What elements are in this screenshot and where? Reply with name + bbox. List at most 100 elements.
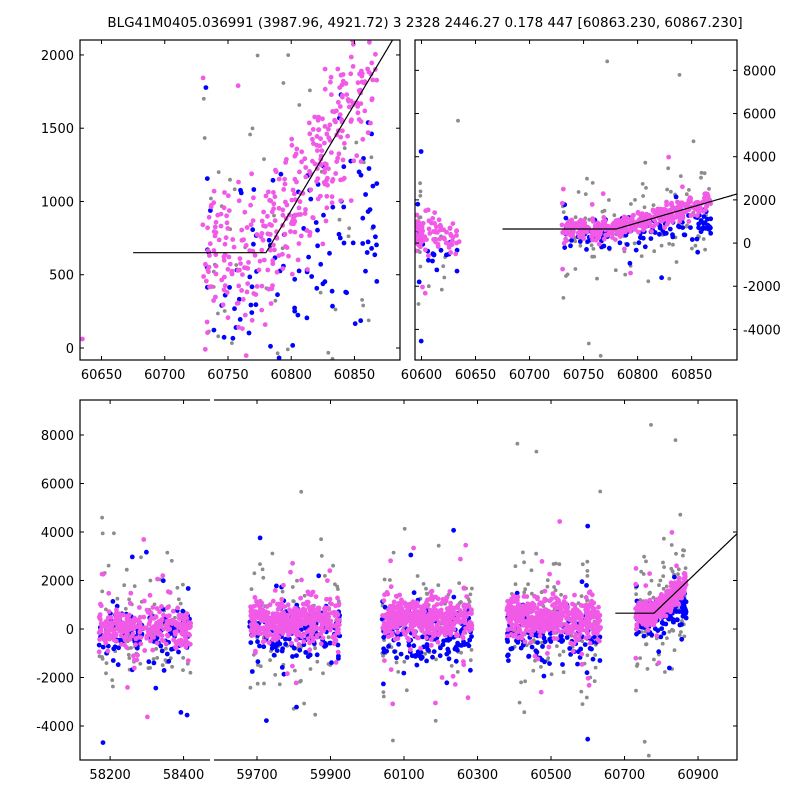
data-point-pink xyxy=(391,599,397,605)
data-point-pink xyxy=(613,218,619,224)
data-point-pink xyxy=(329,200,335,206)
data-point-pink xyxy=(547,598,553,604)
data-point-gray xyxy=(97,654,102,659)
data-point-pink xyxy=(328,74,334,80)
data-point-pink xyxy=(118,641,124,647)
data-point-pink xyxy=(555,627,561,633)
data-point-gray xyxy=(531,668,536,673)
data-point-gray xyxy=(165,550,170,555)
data-point-pink xyxy=(271,242,276,248)
data-point-blue xyxy=(371,224,376,230)
data-point-gray xyxy=(585,569,590,573)
data-point-pink xyxy=(650,605,656,611)
data-point-pink xyxy=(185,658,191,664)
data-point-pink xyxy=(461,629,467,635)
data-point-gray xyxy=(319,554,324,558)
data-point-pink xyxy=(659,598,665,604)
data-point-gray xyxy=(573,239,578,244)
data-point-gray xyxy=(561,296,566,300)
data-point-pink xyxy=(349,117,354,123)
data-point-gray xyxy=(123,606,128,611)
data-point-pink xyxy=(454,611,459,617)
data-point-gray xyxy=(132,584,137,588)
data-point-gray xyxy=(641,194,645,198)
x-tick-label: 60100 xyxy=(383,768,424,783)
data-point-pink xyxy=(134,657,140,663)
data-point-blue xyxy=(271,652,277,658)
data-point-pink xyxy=(340,94,345,100)
data-point-gray xyxy=(664,584,669,589)
data-point-pink xyxy=(405,635,410,641)
data-point-pink xyxy=(519,635,525,641)
data-point-pink xyxy=(257,600,263,606)
data-point-blue xyxy=(261,644,267,650)
data-point-pink xyxy=(251,630,257,636)
data-point-blue xyxy=(563,215,569,221)
data-point-pink xyxy=(448,233,454,239)
data-point-gray xyxy=(469,648,474,652)
data-point-pink xyxy=(672,595,677,601)
data-point-pink xyxy=(216,237,222,243)
data-point-pink xyxy=(589,202,595,207)
data-point-blue xyxy=(306,254,311,260)
data-point-blue xyxy=(250,227,256,233)
data-point-pink xyxy=(422,630,428,636)
data-point-gray xyxy=(176,597,181,602)
data-point-pink xyxy=(265,213,270,219)
data-point-pink xyxy=(367,40,372,45)
data-point-pink xyxy=(291,618,296,623)
data-point-gray xyxy=(642,554,646,559)
data-point-gray xyxy=(665,187,669,192)
data-point-pink xyxy=(283,160,288,165)
data-point-pink xyxy=(308,611,314,616)
data-point-pink xyxy=(601,236,607,242)
data-point-pink xyxy=(426,226,432,232)
data-point-pink xyxy=(623,229,628,235)
data-point-pink xyxy=(509,610,514,616)
data-point-blue xyxy=(335,642,341,648)
data-point-gray xyxy=(676,572,680,576)
data-point-pink xyxy=(348,71,354,77)
data-point-pink xyxy=(284,245,290,251)
data-point-pink xyxy=(606,231,611,237)
data-point-pink xyxy=(102,638,108,644)
data-point-pink xyxy=(135,652,141,658)
data-point-blue xyxy=(274,648,280,653)
data-point-blue xyxy=(297,647,303,653)
data-point-pink xyxy=(462,610,468,616)
data-point-pink xyxy=(401,612,407,618)
data-point-pink xyxy=(256,267,262,273)
data-point-blue xyxy=(278,171,284,177)
data-point-pink xyxy=(565,612,570,618)
data-point-pink xyxy=(533,625,538,631)
data-point-pink xyxy=(348,54,354,60)
data-point-gray xyxy=(295,578,299,583)
data-point-gray xyxy=(418,193,423,198)
data-point-pink xyxy=(133,636,139,642)
data-point-blue xyxy=(418,338,424,344)
data-point-pink xyxy=(529,625,535,630)
data-point-gray xyxy=(299,678,303,683)
y-tick-label: -4000 xyxy=(36,720,74,735)
data-point-pink xyxy=(285,671,290,677)
data-point-pink xyxy=(178,642,184,648)
data-point-blue xyxy=(540,644,545,649)
data-point-pink xyxy=(80,336,85,342)
data-point-blue xyxy=(230,335,236,341)
data-point-pink xyxy=(257,258,263,264)
data-point-pink xyxy=(507,600,512,606)
data-point-pink xyxy=(330,109,335,114)
model-line xyxy=(133,40,393,254)
data-point-pink xyxy=(184,615,190,621)
data-point-gray xyxy=(252,571,257,576)
data-point-pink xyxy=(307,607,313,612)
data-point-blue xyxy=(579,579,585,585)
data-point-blue xyxy=(663,621,669,627)
data-point-gray xyxy=(222,309,227,313)
data-point-pink xyxy=(432,229,438,235)
data-point-blue xyxy=(247,274,253,280)
data-point-pink xyxy=(600,219,606,225)
data-point-gray xyxy=(632,241,637,246)
data-point-pink xyxy=(365,130,371,136)
data-point-pink xyxy=(633,581,639,587)
